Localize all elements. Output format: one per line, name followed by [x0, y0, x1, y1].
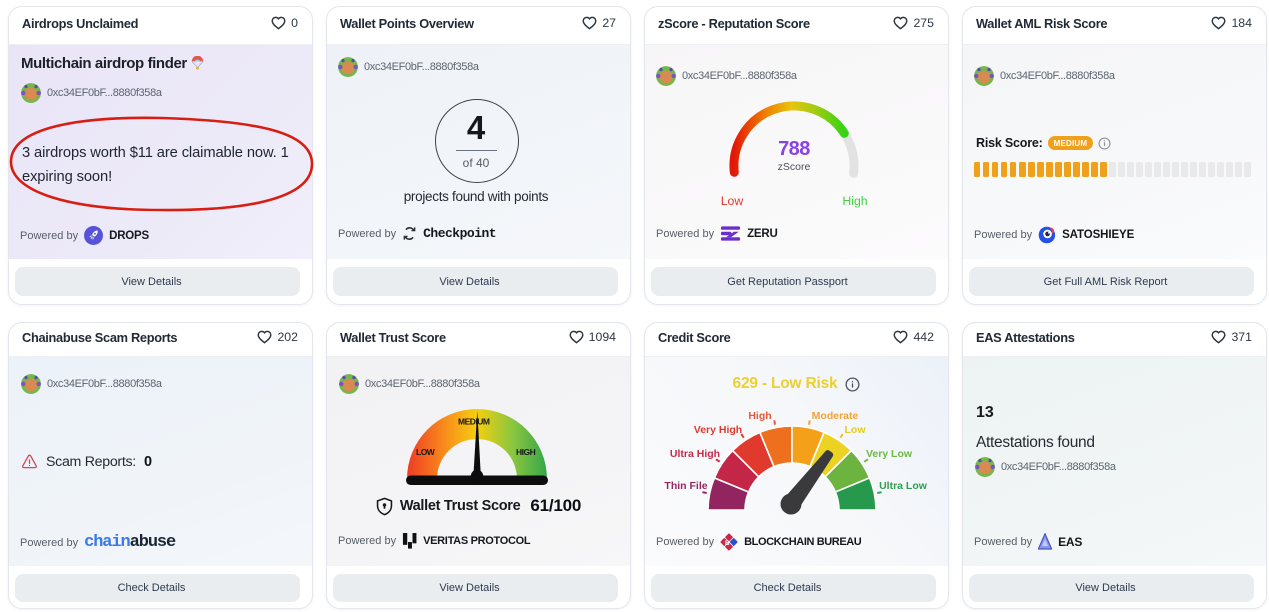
svg-text:MEDIUM: MEDIUM	[458, 417, 490, 427]
svg-text:HIGH: HIGH	[516, 447, 536, 457]
svg-text:B: B	[725, 540, 730, 547]
svg-text:LOW: LOW	[416, 447, 436, 457]
